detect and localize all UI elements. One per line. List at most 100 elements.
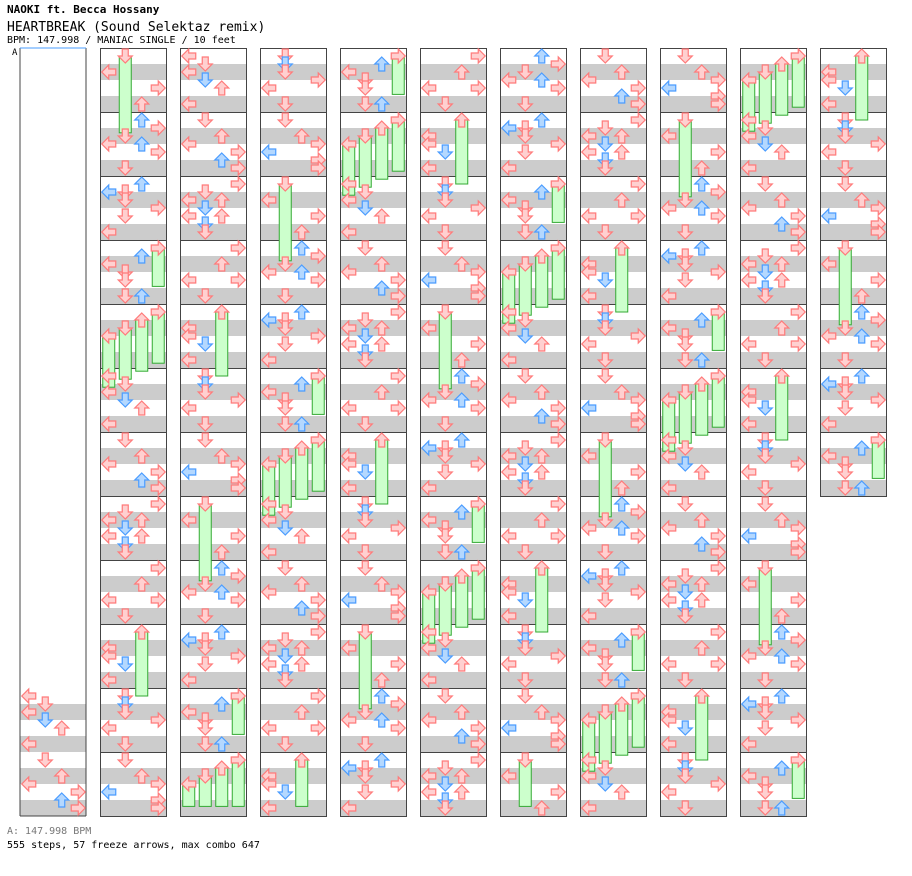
arrow-shape [180,583,197,601]
step-arrow [613,128,631,144]
step-arrow [596,776,614,792]
arrow-shape [310,207,327,225]
step-arrow [773,256,791,272]
step-arrow [790,303,807,321]
beat-stripe [420,432,486,448]
arrow-shape [853,192,871,208]
arrow-shape [550,495,567,513]
arrow-shape [500,607,517,625]
freeze-head-arrow [390,47,407,65]
step-arrow [550,135,567,153]
step-arrow [613,496,631,512]
step-arrow [676,224,694,240]
arrow-shape [436,416,454,432]
beat-stripe [340,304,406,320]
beat-stripe [820,208,886,224]
arrow-shape [470,455,487,473]
step-arrow [773,512,791,528]
arrow-shape [276,448,294,464]
beat-stripe [500,432,566,448]
beat-stripe [420,48,486,64]
arrow-shape [756,448,774,464]
arrow-shape [453,656,471,672]
arrow-shape [693,592,711,608]
arrow-shape [356,312,374,328]
step-arrow [580,399,597,417]
step-arrow [276,784,294,800]
arrow-shape [100,135,117,153]
arrow-shape [213,192,231,208]
beat-stripe [260,528,326,544]
beat-stripe [180,400,246,416]
beat-stripe [100,352,166,368]
step-arrow [116,192,134,208]
arrow-shape [790,47,807,65]
arrow-shape [116,544,134,560]
arrow-shape [596,48,614,64]
arrow-shape [773,760,791,776]
arrow-shape [710,263,727,281]
arrow-shape [580,799,597,817]
step-arrow [580,751,597,769]
beat-stripe [740,304,806,320]
step-arrow [116,752,134,768]
arrow-shape [820,207,837,225]
freeze-body [438,311,452,390]
step-arrow [116,208,134,224]
arrow-shape [340,639,357,657]
arrow-shape [756,800,774,816]
beat-stripe [180,544,246,560]
beat-stripe [100,592,166,608]
arrow-shape [660,655,677,673]
arrow-shape [180,191,197,209]
step-arrow [756,400,774,416]
step-arrow [260,799,277,817]
arrow-shape [870,311,887,329]
arrow-shape [756,784,774,800]
beat-stripe [100,784,166,800]
arrow-shape [100,783,117,801]
freeze-body [455,575,469,628]
arrow-shape [373,752,391,768]
beat-stripe [580,384,646,400]
step-arrow [740,255,757,273]
beat-stripe [580,560,646,576]
arrow-shape [533,224,551,240]
arrow-shape [196,720,214,736]
beat-stripe [660,560,726,576]
arrow-shape [20,735,37,753]
arrow-shape [470,375,487,393]
step-arrow [116,272,134,288]
arrow-shape [693,240,711,256]
arrow-shape [710,775,727,793]
step-arrow [596,512,614,528]
freeze-head-arrow [276,448,294,464]
beat-stripe [740,768,806,784]
step-arrow [373,672,391,688]
beat-stripe [260,496,326,512]
arrow-shape [676,568,694,584]
step-arrow [580,263,597,281]
step-arrow [613,88,631,104]
step-arrow [853,328,871,344]
step-arrow [276,648,294,664]
arrow-shape [230,271,247,289]
step-arrow [116,520,134,536]
arrow-shape [693,576,711,592]
arrow-shape [436,576,454,592]
freeze-head-arrow [630,687,647,705]
arrow-shape [516,224,534,240]
arrow-shape [580,71,597,89]
beat-stripe [260,688,326,704]
step-arrow [516,328,534,344]
step-arrow [533,704,551,720]
beat-stripe [340,176,406,192]
arrow-shape [180,703,197,721]
freeze-head-arrow [310,367,327,385]
freeze-body [598,439,612,518]
beat-stripe [660,592,726,608]
beat-stripe [100,112,166,128]
beat-stripe [820,416,886,432]
arrow-shape [436,464,454,480]
step-arrow [516,144,534,160]
